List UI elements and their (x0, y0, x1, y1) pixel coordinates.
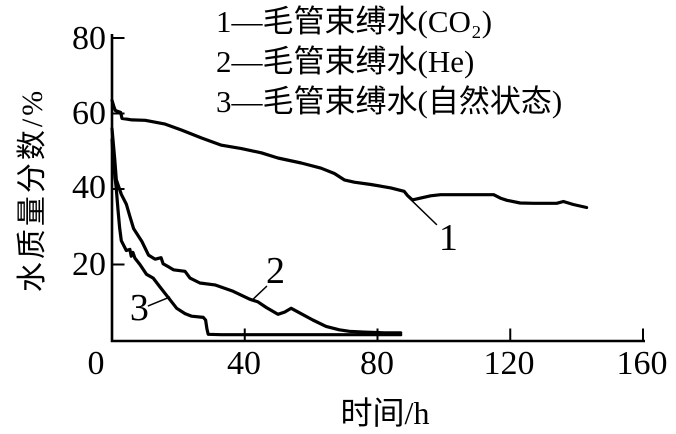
y-tick-label-60: 60 (72, 95, 106, 132)
pointer-line-1 (407, 196, 438, 226)
x-tick-label-0: 0 (87, 345, 105, 382)
pointer-line-2 (250, 285, 268, 302)
y-tick-label-80: 80 (72, 20, 106, 57)
curve-2-line (110, 127, 403, 335)
y-tick-label-20: 20 (72, 246, 106, 283)
x-axis-title: 时间/h (340, 395, 430, 431)
curve-3-line (110, 138, 403, 337)
curve-1-line (110, 98, 589, 210)
x-tick-label-40: 40 (227, 345, 261, 382)
y-axis-title: 水质量分数/% (16, 87, 49, 293)
legend: 1—毛管束缚水(CO₂) 2—毛管束缚水(He) 3—毛管束缚水(自然状态) (216, 2, 562, 122)
x-tick-label-80: 80 (360, 345, 394, 382)
legend-item-1: 1—毛管束缚水(CO₂) (216, 4, 493, 39)
legend-item-2: 2—毛管束缚水(He) (216, 44, 475, 79)
x-tick-label-160: 160 (616, 345, 668, 382)
curve-label-1: 1 (439, 217, 458, 259)
curve-label-3: 3 (130, 287, 149, 329)
y-tick-label-40: 40 (72, 169, 106, 206)
legend-item-3: 3—毛管束缚水(自然状态) (216, 84, 563, 119)
x-tick-label-120: 120 (483, 345, 535, 382)
pointer-line-3 (147, 296, 171, 307)
curve-label-2: 2 (266, 250, 285, 292)
